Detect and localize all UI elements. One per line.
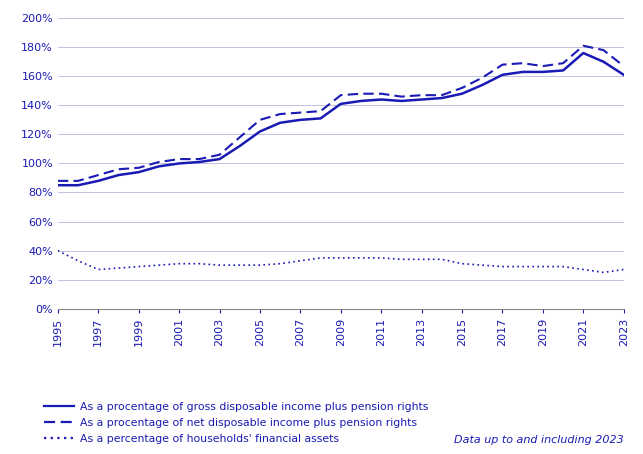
Legend: As a procentage of gross disposable income plus pension rights, As a procentage : As a procentage of gross disposable inco… [44,401,428,444]
Text: Data up to and including 2023: Data up to and including 2023 [454,435,624,445]
